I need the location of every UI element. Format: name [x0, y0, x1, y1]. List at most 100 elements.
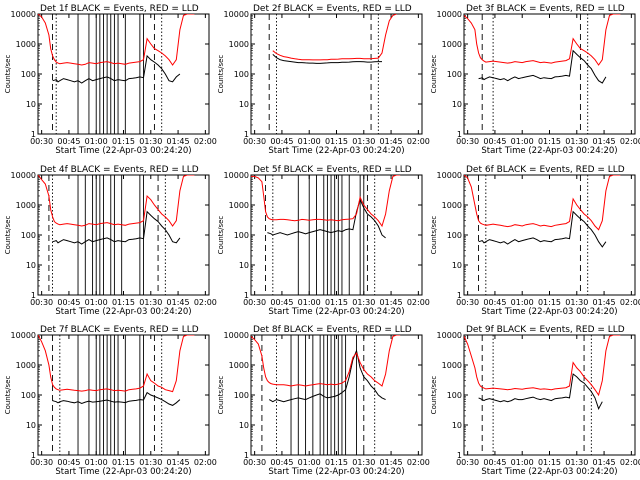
plot-frame	[37, 13, 210, 135]
y-axis-label: Counts/sec	[430, 216, 438, 255]
x-tick-label: 00:30	[243, 298, 266, 307]
y-tick-label: 100	[21, 70, 36, 79]
series-events-line	[478, 373, 603, 410]
y-axis-label: Counts/sec	[4, 55, 12, 94]
x-tick-label: 02:00	[620, 458, 640, 467]
y-tick-label: 10000	[11, 331, 36, 340]
series-lld-line	[38, 335, 195, 393]
panel-title: Det 8f BLACK = Events, RED = LLD	[253, 325, 412, 335]
detector-panel-3: Det 3f BLACK = Events, RED = LLD 1 10 100 10…	[430, 4, 640, 156]
y-tick-label: 10	[452, 261, 462, 270]
x-tick-label: 02:00	[407, 458, 430, 467]
y-tick-label: 10	[239, 261, 249, 270]
x-tick-label: 02:00	[620, 137, 640, 146]
panel-title: Det 4f BLACK = Events, RED = LLD	[40, 165, 199, 175]
x-tick-label: 01:45	[167, 458, 190, 467]
x-tick-label: 00:30	[456, 298, 479, 307]
x-tick-label: 01:30	[139, 298, 162, 307]
panel-title: Det 6f BLACK = Events, RED = LLD	[466, 165, 625, 175]
x-axis-label: Start Time (22-Apr-03 00:24:20)	[268, 146, 404, 156]
x-tick-label: 01:30	[352, 458, 375, 467]
x-tick-label: 01:45	[167, 298, 190, 307]
detector-panel-8: Det 8f BLACK = Events, RED = LLD 1 10 100 10…	[217, 325, 430, 477]
y-tick-label: 10	[452, 100, 462, 109]
x-tick-label: 00:45	[270, 137, 293, 146]
x-tick-label: 01:15	[112, 458, 135, 467]
x-tick-label: 02:00	[194, 137, 217, 146]
series-events-line	[52, 391, 181, 406]
x-tick-label: 01:00	[511, 137, 534, 146]
x-tick-label: 00:30	[456, 137, 479, 146]
x-tick-label: 01:45	[380, 298, 403, 307]
x-axis-label: Start Time (22-Apr-03 00:24:20)	[55, 307, 191, 317]
plot-frame	[37, 174, 210, 296]
y-tick-label: 1000	[16, 40, 36, 49]
x-tick-label: 01:15	[538, 458, 561, 467]
detector-panel-9: Det 9f BLACK = Events, RED = LLD 1 10 100 10…	[430, 325, 640, 477]
y-tick-label: 100	[21, 391, 36, 400]
y-tick-label: 100	[234, 391, 249, 400]
detector-panel-5: Det 5f BLACK = Events, RED = LLD 1 10 100 10…	[217, 165, 430, 317]
y-tick-label: 10	[452, 421, 462, 430]
y-tick-label: 1	[457, 291, 462, 300]
x-tick-label: 00:45	[270, 458, 293, 467]
y-tick-label: 10	[26, 261, 36, 270]
series-events-line	[268, 348, 386, 403]
y-tick-label: 1	[457, 451, 462, 460]
series-events-line	[52, 54, 181, 84]
y-tick-label: 1000	[229, 361, 249, 370]
detector-panel-2: Det 2f BLACK = Events, RED = LLD 1 10 100 10…	[217, 4, 430, 156]
y-tick-label: 1000	[229, 40, 249, 49]
y-tick-label: 1	[244, 291, 249, 300]
y-tick-label: 1	[244, 130, 249, 139]
x-tick-label: 01:15	[325, 458, 348, 467]
x-tick-label: 00:45	[57, 298, 80, 307]
x-tick-label: 02:00	[407, 298, 430, 307]
x-tick-label: 01:30	[352, 137, 375, 146]
panel-title: Det 3f BLACK = Events, RED = LLD	[466, 4, 625, 14]
x-tick-label: 01:45	[593, 137, 616, 146]
x-axis-label: Start Time (22-Apr-03 00:24:20)	[481, 467, 617, 477]
plot-frame	[37, 334, 210, 456]
x-tick-label: 01:15	[112, 137, 135, 146]
y-axis-label: Counts/sec	[217, 376, 225, 415]
panel-title: Det 2f BLACK = Events, RED = LLD	[253, 4, 412, 14]
y-tick-label: 1000	[442, 201, 462, 210]
x-tick-label: 00:45	[270, 298, 293, 307]
x-tick-label: 01:15	[325, 137, 348, 146]
y-tick-label: 100	[447, 391, 462, 400]
panel-title: Det 7f BLACK = Events, RED = LLD	[40, 325, 199, 335]
detector-panel-7: Det 7f BLACK = Events, RED = LLD 1 10 100 10…	[4, 325, 217, 477]
series-lld-line	[464, 14, 621, 66]
y-axis-label: Counts/sec	[217, 216, 225, 255]
y-axis-label: Counts/sec	[4, 376, 12, 415]
x-tick-label: 02:00	[620, 298, 640, 307]
x-tick-label: 01:45	[380, 137, 403, 146]
y-tick-label: 1000	[16, 361, 36, 370]
x-tick-label: 01:30	[565, 137, 588, 146]
detector-panel-6: Det 6f BLACK = Events, RED = LLD 1 10 100 10…	[430, 165, 640, 317]
x-tick-label: 00:30	[456, 458, 479, 467]
y-tick-label: 100	[234, 231, 249, 240]
x-tick-label: 00:30	[243, 137, 266, 146]
x-tick-label: 00:30	[30, 458, 53, 467]
series-events-line	[478, 49, 607, 84]
x-tick-label: 00:45	[57, 458, 80, 467]
x-tick-label: 02:00	[194, 298, 217, 307]
x-tick-label: 01:45	[167, 137, 190, 146]
plot-frame	[463, 174, 636, 296]
x-tick-label: 00:45	[57, 137, 80, 146]
y-tick-label: 10000	[224, 10, 249, 19]
y-tick-label: 1	[244, 451, 249, 460]
y-tick-label: 10000	[437, 171, 462, 180]
series-lld-line	[464, 335, 621, 397]
panel-title: Det 5f BLACK = Events, RED = LLD	[253, 165, 412, 175]
x-tick-label: 01:30	[139, 458, 162, 467]
x-tick-label: 01:15	[325, 298, 348, 307]
y-tick-label: 1000	[442, 40, 462, 49]
x-tick-label: 01:30	[139, 137, 162, 146]
x-tick-label: 00:45	[483, 298, 506, 307]
plot-frame	[463, 13, 636, 135]
series-events-line	[478, 210, 607, 248]
x-tick-label: 01:00	[85, 137, 108, 146]
